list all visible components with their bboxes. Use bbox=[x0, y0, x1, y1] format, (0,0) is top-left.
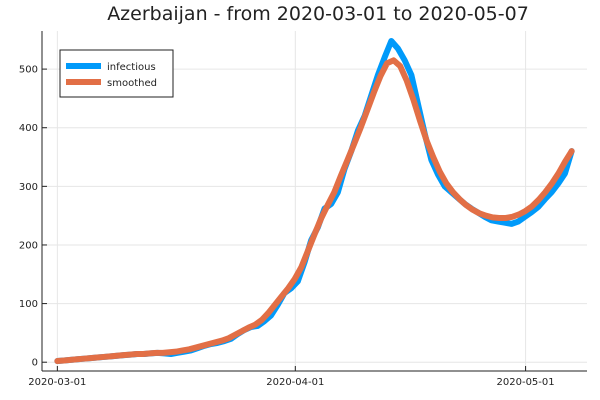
legend-box bbox=[59, 49, 174, 98]
x-tick-label: 2020-03-01 bbox=[28, 377, 86, 388]
series-line-smoothed bbox=[54, 57, 575, 365]
y-tick-label: 100 bbox=[19, 299, 38, 310]
y-tick-labels: 0 100 200 300 400 500 bbox=[19, 65, 38, 369]
axes bbox=[41, 31, 587, 372]
chart-title: Azerbaijan - from 2020-03-01 to 2020-05-… bbox=[107, 3, 529, 25]
y-tick-label: 400 bbox=[19, 123, 38, 134]
legend-label-infectious: infectious bbox=[107, 62, 156, 73]
y-tick-label: 500 bbox=[19, 65, 38, 76]
y-tick-label: 200 bbox=[19, 240, 38, 251]
y-tick-label: 300 bbox=[19, 182, 38, 193]
x-tick-labels: 2020-03-01 2020-04-01 2020-05-01 bbox=[28, 377, 554, 388]
y-tick-label: 0 bbox=[32, 358, 38, 369]
x-tick-label: 2020-05-01 bbox=[497, 377, 555, 388]
series-lines bbox=[54, 37, 575, 365]
legend-label-smoothed: smoothed bbox=[107, 78, 157, 89]
legend: infectious smoothed bbox=[59, 49, 174, 98]
x-tick-label: 2020-04-01 bbox=[266, 377, 324, 388]
